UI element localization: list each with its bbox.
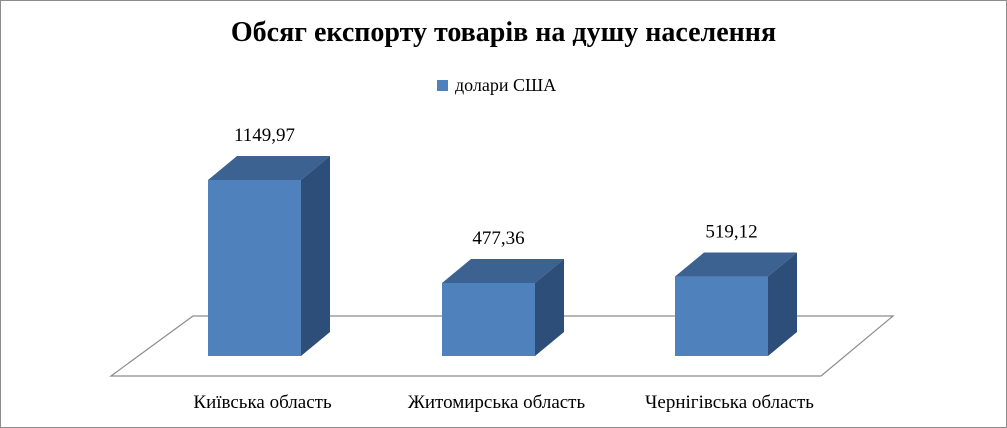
data-label: 519,12 <box>705 222 757 243</box>
chart-title: Обсяг експорту товарів на душу населення <box>230 17 777 48</box>
bar-side <box>535 258 564 356</box>
chart-floor <box>109 315 895 377</box>
data-label: 477,36 <box>472 228 524 249</box>
bar-side <box>768 252 797 356</box>
bar-top <box>208 156 330 180</box>
bar-top <box>675 252 797 277</box>
bar <box>208 180 301 356</box>
legend-swatch <box>437 80 448 91</box>
bar <box>675 276 768 356</box>
legend: долари США <box>437 75 556 96</box>
category-label: Чернігівська область <box>645 392 814 413</box>
category-label: Житомирська область <box>408 392 586 413</box>
legend-label: долари США <box>455 75 557 95</box>
bar-side <box>301 156 330 356</box>
category-label: Київська область <box>193 392 332 413</box>
data-label: 1149,97 <box>234 125 295 146</box>
bar <box>442 282 535 356</box>
bar-top <box>442 258 564 283</box>
